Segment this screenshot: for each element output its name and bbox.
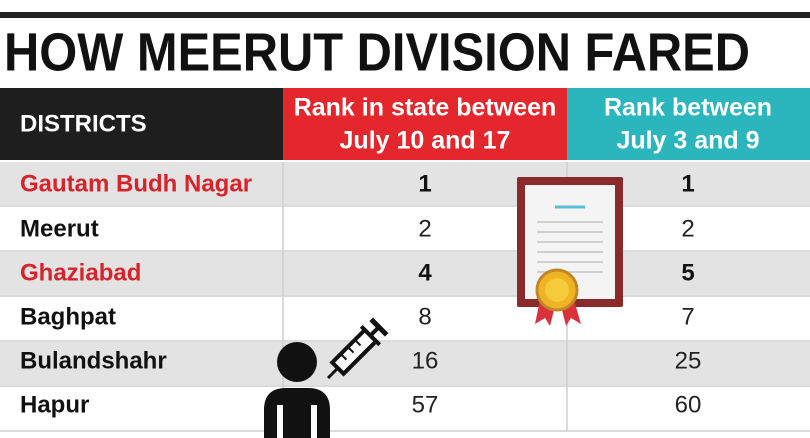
column-header: DISTRICTS bbox=[20, 110, 147, 137]
row-bg bbox=[0, 297, 810, 340]
header-cell bbox=[283, 88, 567, 160]
row-bg bbox=[0, 342, 810, 385]
district: Meerut bbox=[20, 215, 99, 242]
vaccine-icon bbox=[264, 317, 389, 438]
district: Ghaziabad bbox=[20, 259, 141, 286]
rank-cell: 60 bbox=[675, 391, 702, 418]
column-header: July 3 and 9 bbox=[616, 127, 759, 155]
header-cell bbox=[0, 88, 283, 160]
rank-cell: 57 bbox=[412, 391, 439, 418]
district: Baghpat bbox=[20, 303, 116, 330]
rank-cell: 4 bbox=[418, 259, 432, 286]
row-bg bbox=[0, 162, 810, 205]
column-header: July 10 and 17 bbox=[340, 127, 511, 155]
title: HOW MEERUT DIVISION FARED bbox=[4, 22, 750, 82]
rank-cell: 16 bbox=[412, 347, 439, 374]
header-cell bbox=[567, 88, 810, 160]
row-bg bbox=[0, 207, 810, 250]
district: Bulandshahr bbox=[20, 347, 167, 374]
district: Hapur bbox=[20, 391, 89, 418]
rank-cell: 25 bbox=[675, 347, 702, 374]
row-bg bbox=[0, 252, 810, 295]
column-header: Rank between bbox=[604, 94, 772, 122]
rank-cell: 1 bbox=[681, 170, 694, 197]
row-lines bbox=[0, 162, 810, 432]
certificate-icon bbox=[517, 177, 623, 326]
row-bg bbox=[0, 387, 810, 430]
rank-cell: 2 bbox=[418, 215, 431, 242]
rank-cell: 8 bbox=[418, 303, 431, 330]
rank-cell: 2 bbox=[681, 215, 694, 242]
column-header: Rank in state between bbox=[294, 94, 557, 122]
district: Gautam Budh Nagar bbox=[20, 170, 252, 197]
rank-cell: 1 bbox=[418, 170, 431, 197]
top-rule bbox=[0, 12, 810, 18]
rank-cell: 5 bbox=[681, 259, 694, 286]
rank-cell: 7 bbox=[681, 303, 694, 330]
